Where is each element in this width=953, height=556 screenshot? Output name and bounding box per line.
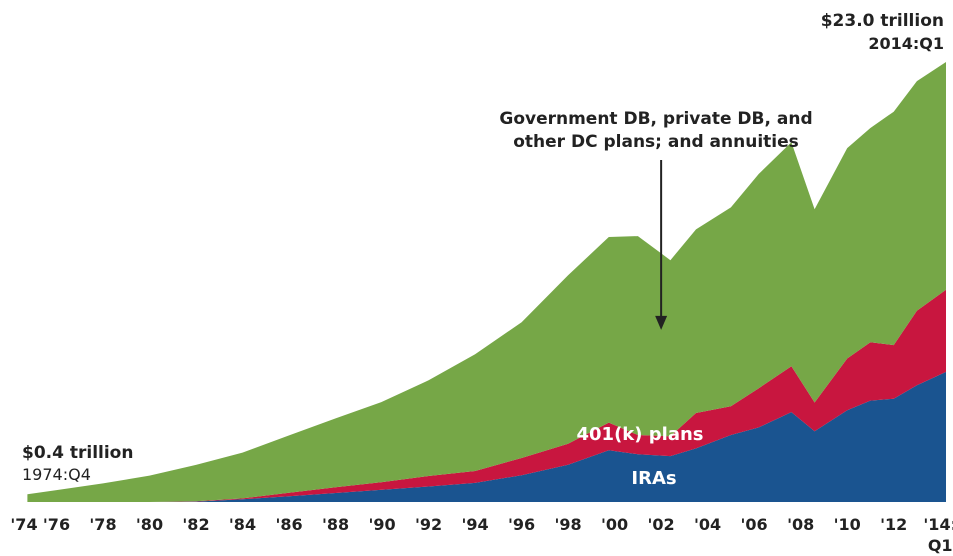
401k-series-label: 401(k) plans	[577, 424, 704, 445]
x-tick-label: '76	[43, 515, 70, 534]
x-tick-sub-label: Q1	[928, 536, 953, 555]
x-tick-label: '02	[648, 515, 675, 534]
area-series-2	[27, 62, 946, 502]
green-series-label-line2: other DC plans; and annuities	[513, 132, 799, 152]
x-tick-label: '74	[10, 515, 37, 534]
x-tick-label: '12	[880, 515, 907, 534]
area-series-1	[27, 289, 946, 502]
x-tick-label: '82	[182, 515, 209, 534]
x-tick-label: '00	[601, 515, 628, 534]
x-tick-label: '98	[555, 515, 582, 534]
x-tick-label: '88	[322, 515, 349, 534]
area-series-0	[27, 371, 946, 502]
x-tick-label: '08	[787, 515, 814, 534]
end-value-label: $23.0 trillion	[821, 11, 944, 31]
x-tick-label: '86	[276, 515, 303, 534]
green-series-label-line1: Government DB, private DB, and	[499, 109, 812, 129]
x-axis-ticks: '74 '76 '78 '80 '82 '84 '86 '88 '90 '92 '94 '96 '98 '…	[10, 515, 953, 555]
x-tick-label: '04	[694, 515, 721, 534]
stacked-areas	[27, 62, 946, 502]
x-tick-label: '84	[229, 515, 256, 534]
x-tick-label: '78	[89, 515, 116, 534]
ira-series-label: IRAs	[631, 468, 676, 489]
x-tick-label: '80	[136, 515, 163, 534]
x-tick-label: '06	[741, 515, 768, 534]
start-period-label: 1974:Q4	[22, 465, 91, 484]
x-tick-label: '14:	[923, 515, 953, 534]
x-tick-label: '10	[834, 515, 861, 534]
annotation-arrow-head	[655, 315, 668, 330]
x-tick-label: '90	[369, 515, 396, 534]
x-tick-label: '94	[462, 515, 489, 534]
end-period-label: 2014:Q1	[868, 34, 944, 53]
x-tick-label: '92	[415, 515, 442, 534]
x-tick-label: '96	[508, 515, 535, 534]
start-value-label: $0.4 trillion	[22, 443, 133, 463]
